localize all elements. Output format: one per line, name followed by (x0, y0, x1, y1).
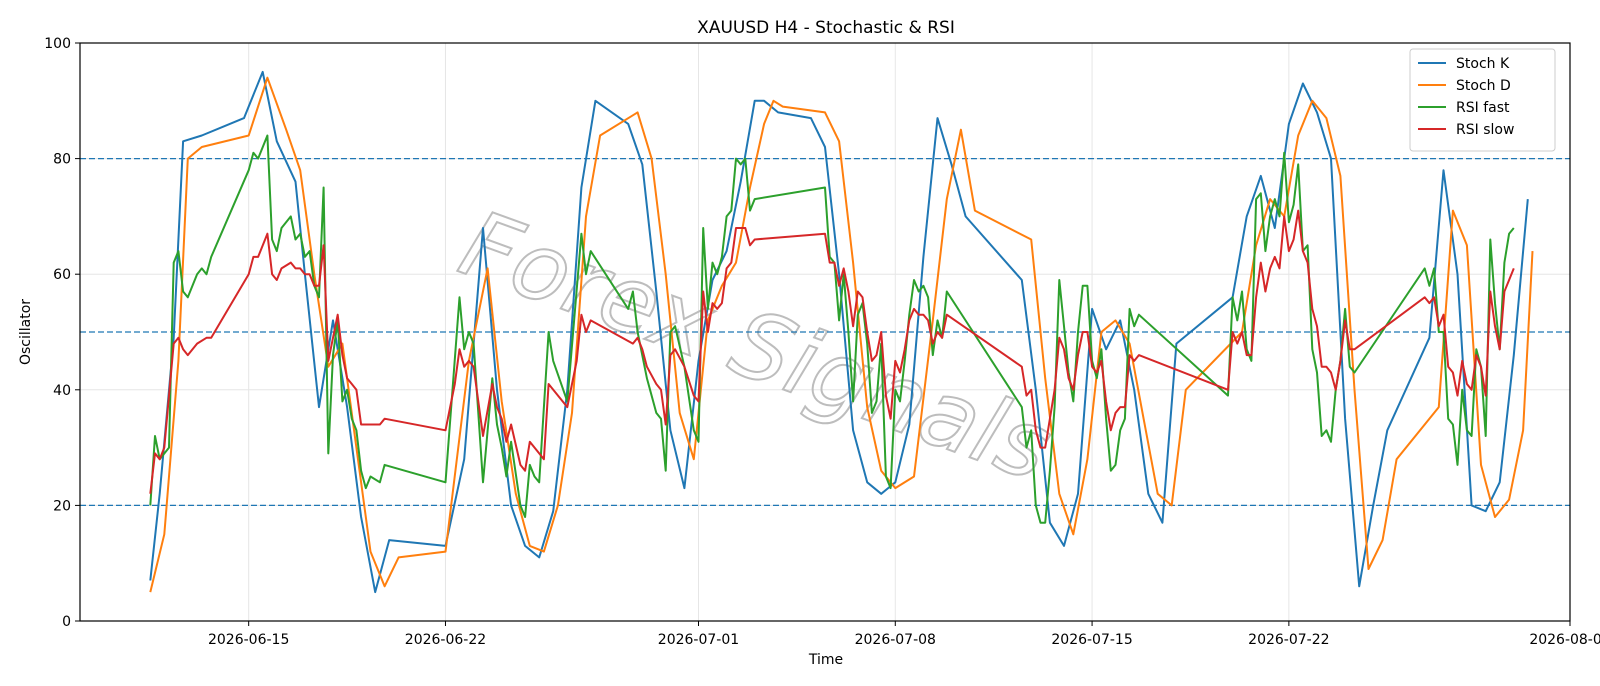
y-tick-label: 80 (53, 152, 71, 168)
series-line-stoch-d (149, 76, 1534, 593)
chart-title: XAUUSD H4 - Stochastic & RSI (697, 18, 955, 38)
series-line-stoch-k (149, 70, 1529, 594)
legend[interactable]: Stoch K Stoch D RSI fast RSI slow (1409, 48, 1556, 152)
y-axis-label: Oscillator (18, 299, 34, 365)
y-axis-ticks: 0 20 40 60 80 100 (44, 36, 80, 630)
legend-label: RSI slow (1456, 122, 1514, 138)
legend-label: Stoch D (1456, 78, 1511, 94)
x-axis-ticks: 2026-06-15 2026-06-22 2026-07-01 2026-07-08… (208, 621, 1600, 648)
x-tick-label: 2026-07-22 (1248, 632, 1329, 648)
x-axis-label: Time (808, 652, 843, 668)
y-tick-label: 100 (44, 36, 71, 52)
legend-label: RSI fast (1456, 100, 1510, 116)
x-tick-label: 2026-07-08 (855, 632, 936, 648)
legend-box (1409, 48, 1556, 152)
y-tick-label: 60 (53, 267, 71, 283)
x-tick-label: 2026-08-01 (1529, 632, 1600, 648)
x-tick-label: 2026-06-22 (405, 632, 486, 648)
x-tick-label: 2026-07-01 (658, 632, 739, 648)
y-tick-label: 40 (53, 383, 71, 399)
plot-frame (79, 42, 1571, 622)
series-line-rsi-slow (149, 209, 1515, 494)
x-tick-label: 2026-07-15 (1051, 632, 1132, 648)
x-tick-label: 2026-06-15 (208, 632, 289, 648)
series-lines (149, 70, 1534, 594)
y-tick-label: 20 (53, 498, 71, 514)
y-tick-label: 0 (62, 614, 71, 630)
reference-lines (80, 157, 1570, 507)
legend-label: Stoch K (1456, 56, 1510, 72)
